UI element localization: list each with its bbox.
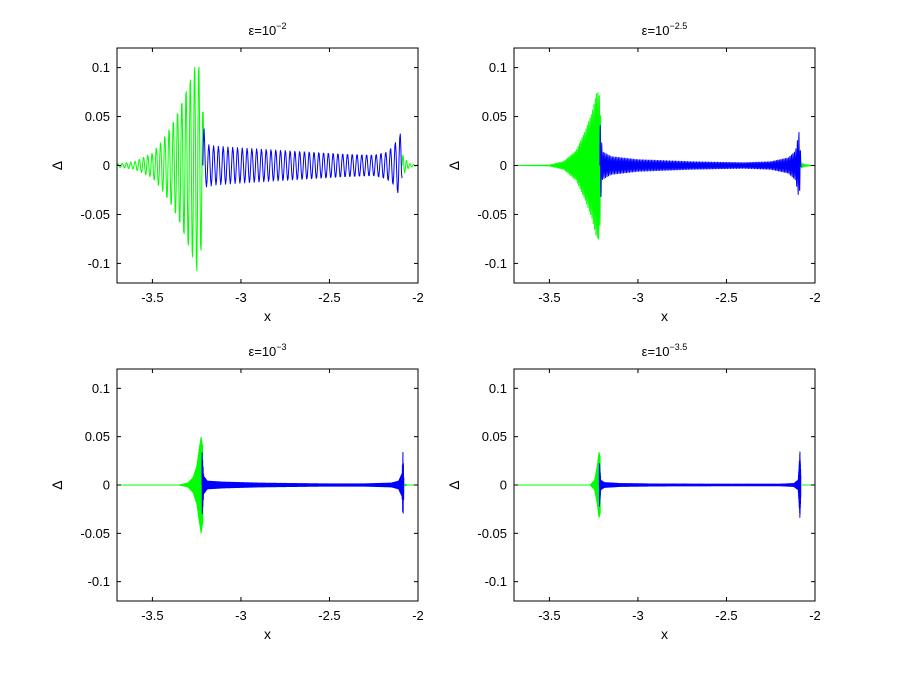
- y-tick-label: -0.1: [485, 256, 507, 271]
- title-exponent: −2.5: [670, 21, 688, 31]
- y-tick-label: 0.1: [489, 381, 507, 396]
- y-tick-label: 0: [500, 478, 507, 493]
- x-tick-label: -2: [412, 608, 424, 623]
- series-2-segment-1: [201, 451, 405, 515]
- title-base: ε=10: [248, 23, 276, 38]
- series-2-segment-1: [599, 125, 802, 198]
- x-axis-label: x: [264, 308, 271, 324]
- title-exponent: −2: [276, 21, 286, 31]
- y-axis-label: Δ: [49, 161, 65, 170]
- y-tick-label: 0.1: [489, 60, 507, 75]
- y-tick-label: 0: [103, 478, 110, 493]
- series-2-segment-1: [598, 451, 802, 518]
- y-axis-label: Δ: [446, 480, 462, 489]
- x-tick-label: -3.5: [538, 608, 560, 623]
- y-tick-label: 0.05: [85, 429, 110, 444]
- x-tick-label: -2.5: [715, 290, 737, 305]
- series-1-segment-1: [117, 66, 205, 272]
- series-1-segment-2: [401, 154, 418, 174]
- title-base: ε=10: [248, 344, 276, 359]
- x-tick-label: -2: [809, 608, 821, 623]
- y-tick-label: -0.05: [80, 207, 110, 222]
- y-tick-label: -0.1: [485, 574, 507, 589]
- chart-title: ε=10−2: [248, 21, 286, 38]
- y-tick-label: 0.1: [92, 60, 110, 75]
- chart-title: ε=10−3: [248, 342, 286, 359]
- x-axis-label: x: [661, 626, 668, 642]
- y-tick-label: -0.1: [88, 574, 110, 589]
- x-tick-label: -3.5: [538, 290, 560, 305]
- y-tick-label: 0.05: [482, 109, 507, 124]
- chart-title: ε=10−2.5: [642, 21, 688, 38]
- series-1-segment-1: [117, 436, 204, 534]
- y-tick-label: -0.05: [477, 207, 507, 222]
- y-tick-label: 0: [103, 158, 110, 173]
- x-axis-label: x: [661, 308, 668, 324]
- plot-area: [117, 66, 418, 272]
- subplot-3: -3.5 -3 -2.5 -2 0.1 0.05 0 -0.05 -0.1 x Δε=10−3: [49, 342, 424, 642]
- y-tick-label: -0.1: [88, 256, 110, 271]
- y-tick-label: 0.1: [92, 381, 110, 396]
- series-2-segment-1: [202, 128, 403, 194]
- y-tick-label: 0: [500, 158, 507, 173]
- y-tick-label: 0.05: [482, 429, 507, 444]
- subplot-4: -3.5 -3 -2.5 -2 0.1 0.05 0 -0.05 -0.1 x Δε=10−3.5: [446, 342, 821, 642]
- x-tick-label: -3.5: [141, 608, 163, 623]
- series-1-segment-1: [514, 92, 602, 240]
- x-tick-label: -2.5: [318, 608, 340, 623]
- x-tick-label: -3: [235, 608, 247, 623]
- title-base: ε=10: [642, 23, 670, 38]
- subplot-1: -3.5 -3 -2.5 -2 0.1 0.05 0 -0.05 -0.1 x Δε=10−2: [49, 21, 424, 324]
- x-tick-label: -2: [809, 290, 821, 305]
- y-axis-label: Δ: [446, 161, 462, 170]
- x-tick-label: -3.5: [141, 290, 163, 305]
- title-base: ε=10: [642, 344, 670, 359]
- series-1-segment-1: [514, 451, 601, 518]
- x-tick-label: -3: [632, 290, 644, 305]
- y-tick-label: -0.05: [477, 526, 507, 541]
- title-exponent: −3: [276, 342, 286, 352]
- x-tick-label: -2.5: [318, 290, 340, 305]
- title-exponent: −3.5: [670, 342, 688, 352]
- x-tick-label: -2: [412, 290, 424, 305]
- subplots: -3.5 -3 -2.5 -20.10.050-0.05-0.1xΔε=10−2-3.…: [49, 21, 821, 642]
- chart-title: ε=10−3.5: [642, 342, 688, 359]
- y-tick-label: 0.05: [85, 109, 110, 124]
- x-tick-label: -3: [235, 290, 247, 305]
- x-axis-label: x: [264, 626, 271, 642]
- y-axis-label: Δ: [49, 480, 65, 489]
- subplot-2: -3.5 -3 -2.5 -2 0.1 0.05 0 -0.05 -0.1 x Δε=10−2.5: [446, 21, 821, 324]
- x-tick-label: -3: [632, 608, 644, 623]
- x-tick-label: -2.5: [715, 608, 737, 623]
- y-tick-label: -0.05: [80, 526, 110, 541]
